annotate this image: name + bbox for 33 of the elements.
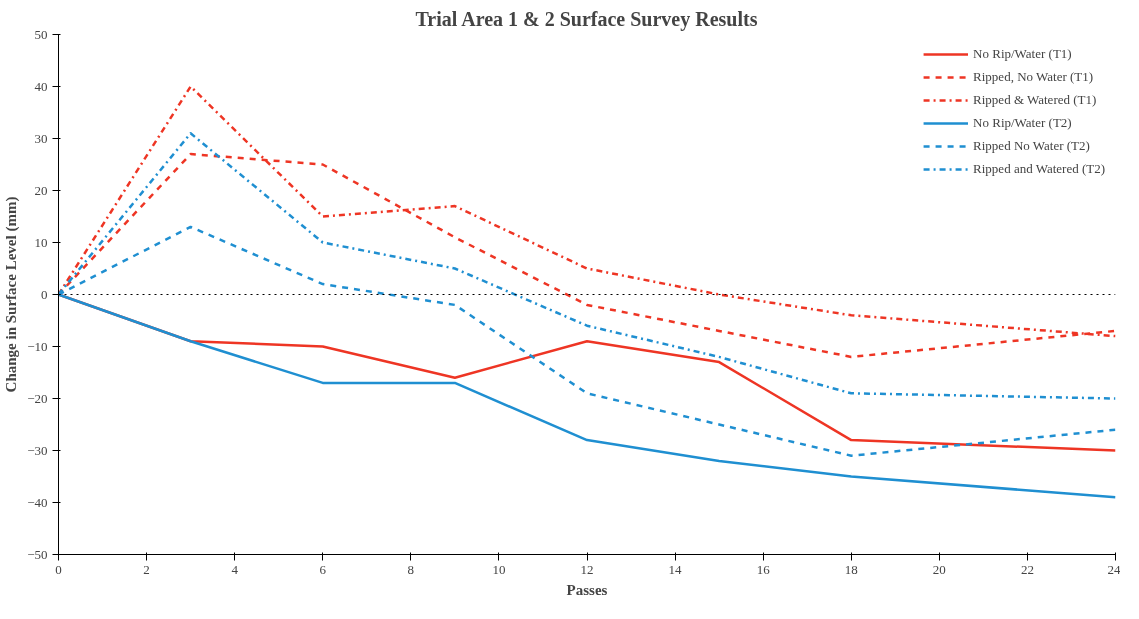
legend-label: Ripped and Watered (T2) bbox=[973, 161, 1105, 177]
legend-label: No Rip/Water (T1) bbox=[973, 46, 1072, 62]
y-tick-label: 20 bbox=[34, 182, 48, 198]
x-tick-label: 14 bbox=[668, 561, 683, 577]
x-tick-label: 18 bbox=[844, 561, 858, 577]
x-tick-label: 4 bbox=[231, 561, 239, 577]
legend-label: Ripped No Water (T2) bbox=[973, 138, 1090, 154]
x-axis-title: Passes bbox=[566, 581, 608, 598]
x-tick-label: 22 bbox=[1020, 561, 1034, 577]
y-tick-label: 10 bbox=[34, 234, 48, 250]
y-tick-label: 30 bbox=[34, 130, 48, 146]
x-tick-label: 8 bbox=[407, 561, 415, 577]
x-tick-label: 16 bbox=[756, 561, 771, 577]
legend-label: No Rip/Water (T2) bbox=[973, 115, 1072, 131]
y-tick-label: −30 bbox=[27, 442, 48, 458]
x-tick-label: 6 bbox=[319, 561, 327, 577]
x-tick-label: 0 bbox=[55, 561, 62, 577]
y-tick-label: 0 bbox=[41, 286, 48, 302]
y-tick-label: 40 bbox=[34, 78, 48, 94]
x-tick-label: 20 bbox=[932, 561, 946, 577]
x-tick-label: 12 bbox=[580, 561, 594, 577]
legend-label: Ripped, No Water (T1) bbox=[973, 69, 1094, 85]
y-tick-label: −10 bbox=[27, 338, 48, 354]
y-tick-label: −40 bbox=[27, 494, 48, 510]
x-tick-label: 10 bbox=[492, 561, 506, 577]
legend-label: Ripped & Watered (T1) bbox=[973, 92, 1097, 108]
y-tick-label: 50 bbox=[34, 26, 48, 42]
x-tick-label: 2 bbox=[143, 561, 150, 577]
chart-title: Trial Area 1 & 2 Surface Survey Results bbox=[415, 7, 758, 31]
y-tick-label: −50 bbox=[27, 546, 48, 562]
x-tick-label: 24 bbox=[1107, 561, 1121, 577]
y-axis-title: Change in Surface Level (mm) bbox=[3, 196, 21, 393]
y-tick-label: −20 bbox=[27, 390, 48, 406]
